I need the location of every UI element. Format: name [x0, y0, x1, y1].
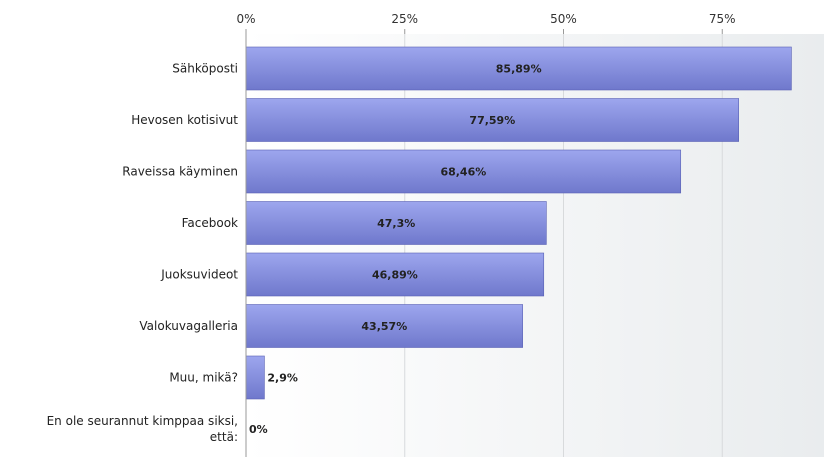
bar: [245, 201, 547, 245]
x-tick-label: 25%: [391, 12, 418, 26]
bar: [245, 304, 523, 348]
bar: [245, 252, 545, 297]
bars: [245, 46, 792, 400]
value-label: 0%: [249, 423, 268, 436]
value-label: 47,3%: [377, 217, 415, 230]
bar: [245, 355, 265, 400]
value-label: 2,9%: [267, 372, 298, 385]
x-axis-ticks: 0% 25% 50% 75%: [236, 12, 735, 26]
category-labels: Sähköposti Hevosen kotisivut Raveissa käym…: [47, 62, 239, 445]
bar: [245, 98, 739, 142]
value-label: 68,46%: [440, 166, 486, 179]
bar: [245, 149, 682, 194]
category-label: Juoksuvideot: [160, 268, 238, 282]
x-tick-label: 0%: [236, 12, 255, 26]
category-label: En ole seurannut kimppaa siksi, että:: [47, 414, 238, 444]
category-label: Facebook: [182, 216, 238, 230]
x-tick-label: 75%: [709, 12, 736, 26]
value-label: 43,57%: [361, 320, 407, 333]
category-label: Hevosen kotisivut: [131, 113, 238, 127]
value-label: 46,89%: [372, 269, 418, 282]
plot-background: [246, 34, 824, 457]
category-label: Raveissa käyminen: [122, 165, 238, 179]
value-label: 77,59%: [469, 114, 515, 127]
category-label: Valokuvagalleria: [139, 319, 238, 333]
x-tick-label: 50%: [550, 12, 577, 26]
value-label: 85,89%: [496, 63, 542, 76]
category-label: Muu, mikä?: [169, 371, 238, 385]
value-labels: 85,89% 77,59% 68,46% 47,3% 46,89% 43,57% 2,9% 0…: [249, 63, 542, 437]
category-label: Sähköposti: [172, 62, 238, 76]
